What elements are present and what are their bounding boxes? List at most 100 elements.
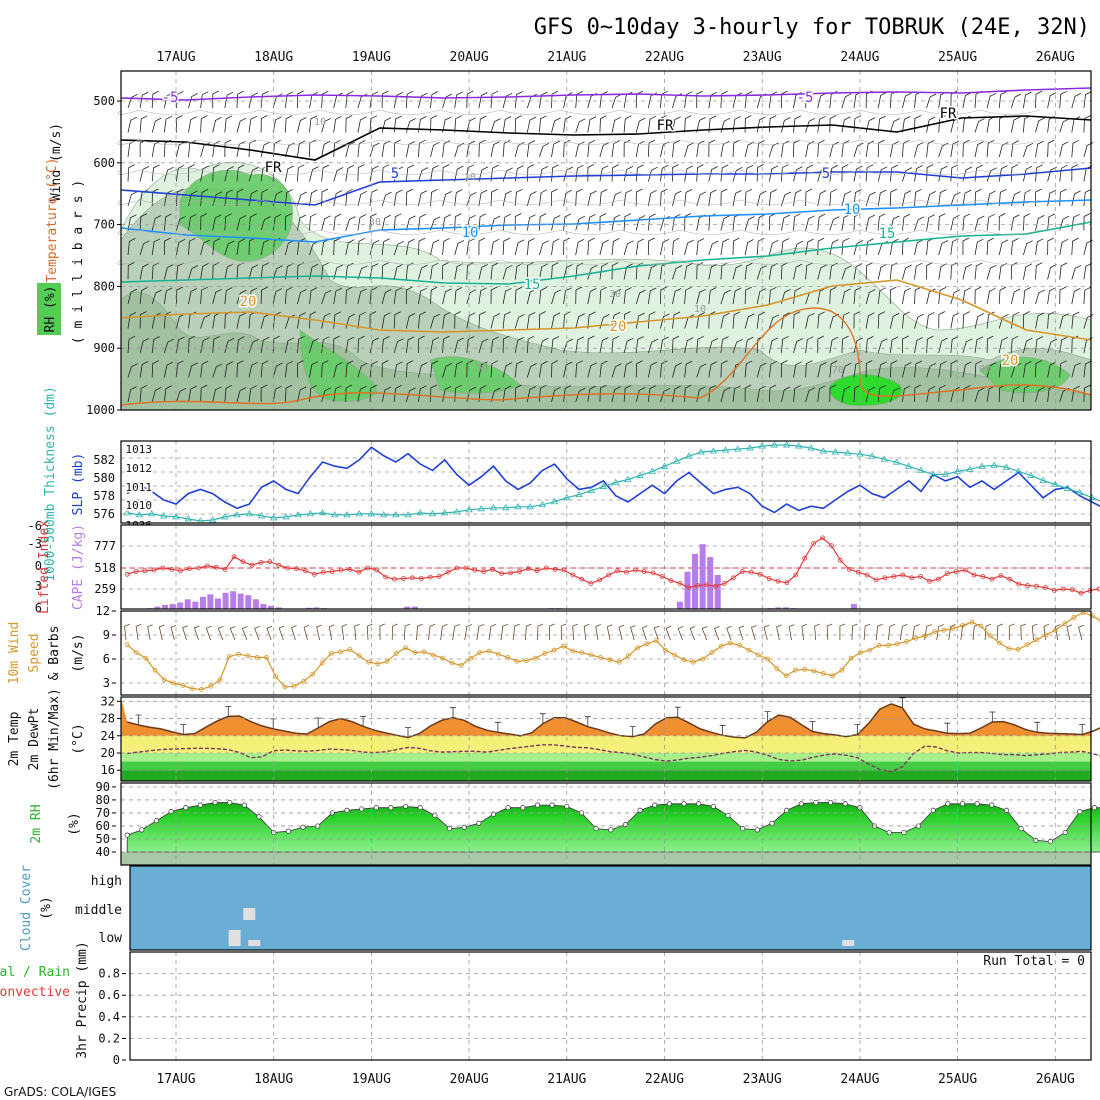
wind-barb	[1047, 338, 1058, 354]
wind-speed-marker	[616, 659, 622, 665]
wind-barb	[647, 189, 657, 207]
date-label-top: 22AUG	[645, 50, 684, 65]
wind-barb	[551, 386, 561, 403]
lifted-index-axis-label: Lifted Index	[37, 520, 52, 614]
wind-barb	[502, 237, 510, 256]
wind-barb	[1047, 166, 1057, 182]
rh-marker	[476, 820, 482, 826]
wind-barb	[1010, 386, 1020, 403]
wind-speed-marker	[987, 633, 993, 639]
wind-barb	[309, 166, 319, 182]
wind-speed-marker	[245, 653, 251, 659]
wind-barb	[139, 361, 149, 378]
wind-barb	[768, 360, 778, 378]
wind-barb	[805, 141, 815, 158]
lifted-index-marker	[258, 560, 264, 565]
rh-region-green	[979, 356, 1071, 394]
wind-speed-marker	[1043, 632, 1049, 638]
wind-barb	[260, 239, 270, 256]
wind-barb	[575, 118, 586, 133]
wind-barb	[466, 238, 475, 256]
surface-wind-barb	[572, 623, 578, 641]
thickness-marker	[624, 475, 632, 482]
wind-barb	[781, 238, 790, 256]
wind-barb	[672, 335, 680, 354]
cloud-axis-unit: (%)	[39, 896, 54, 919]
wind-barb	[212, 191, 223, 207]
cape-bar	[192, 601, 199, 609]
wind-barb	[369, 311, 377, 329]
lifted-index-marker	[1096, 586, 1100, 592]
cape-tick-label: 259	[94, 582, 116, 596]
wind-barb	[551, 312, 561, 329]
wind-barb	[1010, 363, 1021, 378]
rh-grid	[121, 783, 1091, 865]
wind-barb	[647, 166, 658, 182]
cape-bar	[177, 602, 184, 609]
wind-barb	[1023, 165, 1033, 182]
surface-wind-barb	[328, 624, 335, 641]
wind-speed-marker	[440, 655, 446, 661]
wind-speed-marker	[839, 667, 845, 673]
wind-barb	[768, 142, 779, 158]
wind-barb	[418, 92, 428, 109]
wind-barb	[502, 335, 510, 354]
wind-barb	[212, 90, 219, 109]
wind-barb	[732, 264, 743, 280]
wind-barb	[212, 140, 221, 158]
temp-minmax-bar	[764, 711, 771, 722]
wind-barb	[998, 142, 1009, 158]
wind-barb	[926, 214, 935, 231]
wind-barb	[1010, 238, 1019, 256]
wind-barb	[781, 262, 789, 280]
surface-wind-barb	[452, 624, 460, 641]
wind-barb	[684, 337, 694, 354]
thickness-marker	[685, 452, 693, 459]
y-tick-label: 800	[93, 279, 115, 293]
wind-barb	[478, 338, 489, 354]
wind-barb	[430, 91, 439, 109]
wind-barb	[236, 312, 246, 329]
wind-barb	[587, 116, 597, 133]
wind-barb	[781, 214, 791, 231]
surface-wind-barb	[193, 625, 200, 641]
wind-barb	[188, 362, 198, 378]
thickness-marker	[709, 447, 718, 454]
wind-barb	[490, 118, 501, 133]
y-tick-label: 0.4	[98, 1010, 120, 1024]
wind-barb	[672, 288, 682, 305]
wind-barb	[696, 117, 706, 133]
wind-barb	[526, 363, 537, 378]
wind-panel-frame	[120, 610, 1092, 696]
wind-barb	[212, 363, 223, 378]
wind-barb	[696, 238, 705, 256]
wind-barb	[1010, 140, 1020, 158]
wind-barb	[684, 165, 694, 182]
cloud-level-label: middle	[75, 903, 122, 918]
wind-barb	[1071, 190, 1081, 207]
wind-barb	[1059, 262, 1068, 280]
wind-barb	[188, 385, 197, 403]
li-tick-label: -3	[28, 537, 42, 551]
wind-barb	[127, 262, 135, 280]
date-label-bottom: 23AUG	[743, 1072, 782, 1087]
lifted-index-marker	[980, 574, 986, 579]
wind-barb	[889, 164, 898, 182]
wind-barb	[526, 262, 534, 280]
wind-speed-marker	[895, 641, 900, 647]
wind-barb	[672, 140, 680, 158]
wind-barb	[418, 190, 428, 207]
cape-bar	[851, 604, 857, 609]
wind-barb	[974, 262, 983, 280]
wind-barb	[732, 311, 741, 329]
wind-barb	[502, 213, 511, 231]
thickness-marker	[1027, 471, 1035, 478]
wind-barb	[224, 189, 233, 207]
lifted-index-marker	[864, 572, 870, 578]
wind-barb	[357, 164, 365, 182]
y-tick-label: 70	[96, 806, 110, 820]
wind-barb	[696, 363, 707, 378]
wind-speed-marker	[505, 655, 511, 660]
wind-speed-marker	[941, 627, 947, 633]
y-tick-label: 80	[96, 793, 110, 807]
